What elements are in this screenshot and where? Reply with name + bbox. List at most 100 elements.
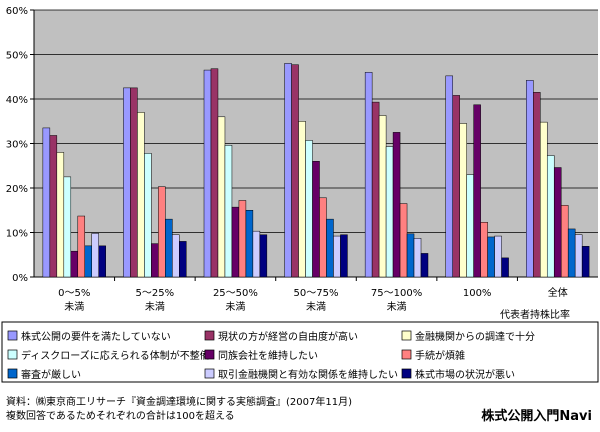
bar (560, 205, 569, 278)
bar (567, 228, 576, 278)
bar (546, 155, 555, 278)
bar (77, 215, 86, 278)
bar (203, 69, 212, 278)
x-tick-label: 未満 (225, 301, 245, 313)
x-tick-label: 0～5% (58, 288, 90, 299)
bar (130, 87, 138, 278)
bar (259, 234, 268, 278)
legend-label: 株式市場の状況が悪い (415, 368, 515, 381)
source-line-2: 複数回答であるためそれぞれの合計は100を超える (6, 411, 235, 422)
bar (378, 115, 387, 278)
bar (466, 174, 474, 278)
bar (98, 245, 106, 278)
bar (420, 253, 429, 278)
legend-swatch (7, 349, 18, 360)
y-tick-label: 10% (6, 229, 28, 240)
legend-swatch (204, 368, 215, 379)
bar (540, 121, 548, 278)
legend-swatch (204, 349, 215, 360)
bar (165, 218, 173, 278)
legend-label: 同族会社を維持したい (218, 349, 318, 362)
bar (392, 132, 401, 278)
bar (452, 95, 460, 278)
x-tick-label: 100% (463, 288, 492, 299)
bar (494, 235, 502, 278)
bar (91, 233, 99, 278)
bar (305, 140, 313, 278)
legend-box (1, 321, 599, 383)
x-tick-label: 5～25% (136, 288, 175, 299)
bar (49, 135, 58, 278)
y-tick-label: 30% (6, 140, 28, 151)
x-tick-label: 全体 (548, 286, 568, 299)
bar (553, 167, 562, 278)
bar (217, 116, 226, 278)
legend-label: 金融機関からの調達で十分 (415, 330, 535, 343)
bar (312, 161, 320, 278)
bar (364, 72, 373, 278)
bar (385, 146, 394, 278)
source-line-1: 資料：㈱東京商工リサーチ『資金調達環境に関する実態調査』(2007年11月) (6, 397, 352, 408)
bar (158, 186, 166, 278)
y-tick-label: 60% (6, 6, 28, 17)
bar (63, 176, 72, 278)
bar (179, 241, 187, 278)
bar (224, 145, 233, 278)
bar (319, 197, 327, 278)
x-tick-label: 未満 (306, 301, 326, 313)
bar (298, 121, 306, 278)
bar (501, 257, 509, 278)
bar (340, 234, 348, 278)
bar (291, 64, 299, 278)
bar (533, 92, 541, 278)
bar (210, 68, 219, 278)
legend-label: 審査が厳しい (21, 368, 81, 381)
bar (406, 233, 415, 278)
bar (445, 75, 453, 278)
bar (399, 203, 408, 278)
legend-swatch (401, 368, 412, 379)
y-tick-label: 20% (6, 184, 28, 195)
bar (252, 230, 261, 278)
x-tick-label: 50～75% (294, 288, 339, 299)
x-tick-label: 25～50% (213, 288, 258, 299)
legend-swatch (204, 330, 215, 341)
y-tick-label: 0% (12, 273, 28, 284)
x-tick-label: 未満 (145, 301, 165, 313)
legend-swatch (7, 330, 18, 341)
bar (238, 200, 247, 278)
bar (172, 234, 180, 278)
bar (459, 123, 467, 278)
legend-label: 株式公開の要件を満たしていない (21, 330, 171, 343)
legend-label: 手続が煩雑 (415, 349, 465, 362)
brand-label: 株式公開入門Navi (481, 409, 592, 424)
bar (144, 153, 152, 278)
bar (526, 80, 534, 278)
bar (84, 245, 92, 278)
bar (231, 206, 240, 278)
legend-swatch (401, 349, 412, 360)
bar (480, 222, 488, 278)
bar (137, 112, 145, 278)
y-tick-label: 50% (6, 51, 28, 62)
legend-swatch (7, 368, 18, 379)
bar (487, 236, 495, 278)
x-tick-label: 未満 (387, 301, 407, 313)
bar (581, 246, 590, 278)
bar (473, 104, 481, 278)
y-tick-label: 40% (6, 95, 28, 106)
legend-label: 取引金融機関と有効な関係を維持したい (218, 368, 398, 381)
bar (151, 243, 159, 278)
x-tick-label: 75～100% (371, 288, 422, 299)
bar (371, 101, 380, 278)
bar (123, 87, 131, 278)
bar (70, 250, 79, 278)
legend-swatch (401, 330, 412, 341)
bar (413, 238, 422, 278)
bar (245, 210, 254, 278)
x-tick-label: 未満 (64, 301, 84, 313)
legend-label: 現状の方が経営の自由度が高い (218, 330, 358, 343)
bar (42, 127, 51, 278)
bar (56, 152, 65, 278)
